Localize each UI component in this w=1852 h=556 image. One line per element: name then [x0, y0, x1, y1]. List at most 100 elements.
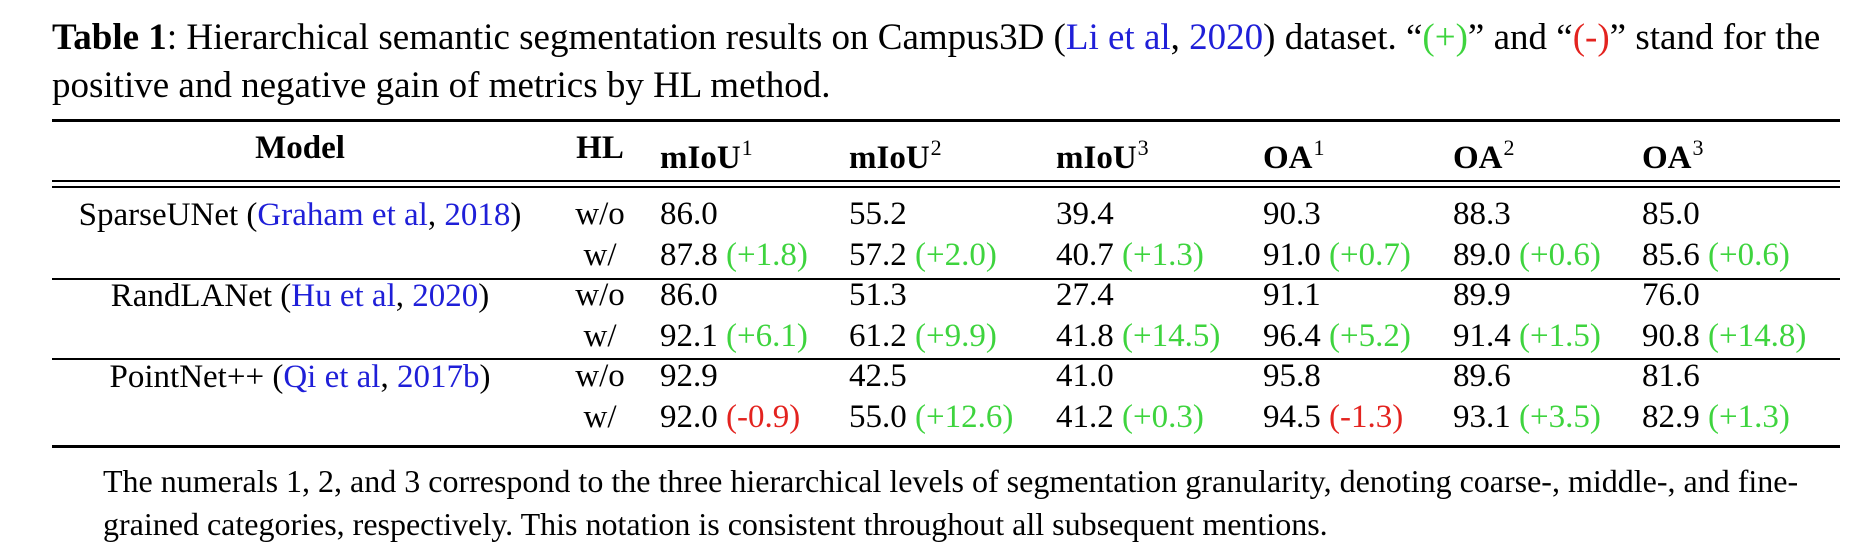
metric-value: 41.2: [1056, 399, 1114, 435]
metric-cell: 92.1 (+6.1): [660, 316, 808, 356]
column-header: mIoU2: [849, 128, 942, 178]
metric-value: 86.0: [660, 196, 718, 232]
metric-cell: 82.9 (+1.3): [1642, 397, 1790, 437]
caption-text: ” and “: [1467, 17, 1573, 58]
metric-value: 94.5: [1263, 399, 1321, 435]
positive-gain: (+6.1): [726, 318, 808, 354]
metric-value: 55.2: [849, 196, 907, 232]
positive-gain: (+1.3): [1122, 237, 1204, 273]
metric-cell: 91.0 (+0.7): [1263, 235, 1411, 275]
metric-value: 81.6: [1642, 358, 1700, 394]
metric-value: 87.8: [660, 237, 718, 273]
metric-cell: 51.3: [849, 275, 907, 315]
metric-cell: 89.6: [1453, 356, 1511, 396]
table-note: The numerals 1, 2, and 3 correspond to t…: [103, 463, 1799, 542]
header-superscript: 1: [741, 135, 753, 160]
metric-value: 41.8: [1056, 318, 1114, 354]
metric-value: 41.0: [1056, 358, 1114, 394]
header-label: OA: [1263, 140, 1313, 176]
metric-cell: 89.0 (+0.6): [1453, 235, 1601, 275]
hl-cell: w/: [583, 399, 617, 435]
metric-value: 42.5: [849, 358, 907, 394]
positive-gain: (+0.6): [1708, 237, 1790, 273]
metric-cell: 90.8 (+14.8): [1642, 316, 1806, 356]
column-header: OA1: [1263, 128, 1325, 178]
metric-cell: 85.0: [1642, 194, 1700, 234]
column-header: OA3: [1642, 128, 1704, 178]
positive-gain: (+2.0): [915, 237, 997, 273]
column-header: HL: [565, 128, 635, 168]
hl-cell: w/: [583, 237, 617, 273]
column-header: Model: [200, 128, 400, 168]
header-superscript: 1: [1313, 135, 1325, 160]
metric-value: 93.1: [1453, 399, 1511, 435]
metric-cell: 27.4: [1056, 275, 1114, 315]
metric-value: 61.2: [849, 318, 907, 354]
header-label: Model: [255, 130, 345, 166]
metric-value: 27.4: [1056, 277, 1114, 313]
hl-cell: w/o: [575, 358, 625, 394]
metric-cell: 94.5 (-1.3): [1263, 397, 1403, 437]
positive-gain: (+3.5): [1519, 399, 1601, 435]
model-name-cell: PointNet++ (Qi et al, 2017b): [109, 359, 491, 395]
metric-cell: 89.9: [1453, 275, 1511, 315]
metric-cell: 76.0: [1642, 275, 1700, 315]
metric-cell: 93.1 (+3.5): [1453, 397, 1601, 437]
metric-cell: 81.6: [1642, 356, 1700, 396]
positive-gain: (+1.3): [1708, 399, 1790, 435]
metric-cell: 86.0: [660, 194, 718, 234]
metric-cell: 57.2 (+2.0): [849, 235, 997, 275]
hl-cell: w/: [583, 318, 617, 354]
header-superscript: 3: [1137, 135, 1149, 160]
table-label: Table 1: [52, 17, 167, 58]
metric-value: 92.1: [660, 318, 718, 354]
citation-link-year[interactable]: 2017b: [396, 359, 480, 395]
citation-link-author[interactable]: Qi et al: [283, 359, 381, 395]
metric-cell: 41.8 (+14.5): [1056, 316, 1220, 356]
citation-link-author[interactable]: Graham et al: [257, 197, 428, 233]
metric-value: 39.4: [1056, 196, 1114, 232]
metric-cell: 55.0 (+12.6): [849, 397, 1013, 437]
positive-gain: (+14.8): [1708, 318, 1807, 354]
metric-cell: 96.4 (+5.2): [1263, 316, 1411, 356]
model-name: SparseUNet: [78, 197, 239, 233]
header-label: OA: [1453, 140, 1503, 176]
metric-value: 85.6: [1642, 237, 1700, 273]
header-label: mIoU: [1056, 140, 1137, 176]
metric-cell: 41.0: [1056, 356, 1114, 396]
metric-value: 96.4: [1263, 318, 1321, 354]
metric-value: 91.1: [1263, 277, 1321, 313]
metric-cell: 86.0: [660, 275, 718, 315]
metric-value: 92.0: [660, 399, 718, 435]
metric-cell: 91.1: [1263, 275, 1321, 315]
metric-value: 86.0: [660, 277, 718, 313]
caption-text: ) dataset. “: [1263, 17, 1423, 58]
metric-cell: 92.9: [660, 356, 718, 396]
citation-link-year[interactable]: 2020: [1189, 17, 1264, 58]
citation-link-year[interactable]: 2018: [444, 197, 511, 233]
metric-cell: 88.3: [1453, 194, 1511, 234]
positive-token: (+): [1422, 17, 1468, 58]
positive-gain: (+1.8): [726, 237, 808, 273]
metric-cell: 42.5: [849, 356, 907, 396]
positive-gain: (+12.6): [915, 399, 1014, 435]
metric-value: 89.9: [1453, 277, 1511, 313]
citation-link-author[interactable]: Li et al: [1065, 17, 1171, 58]
model-name-cell: RandLANet (Hu et al, 2020): [110, 278, 490, 314]
citation-link-year[interactable]: 2020: [412, 278, 479, 314]
header-label: mIoU: [849, 140, 930, 176]
caption-text: : Hierarchical semantic segmentation res…: [166, 17, 1066, 58]
positive-gain: (+1.5): [1519, 318, 1601, 354]
citation-link-author[interactable]: Hu et al: [291, 278, 396, 314]
column-header: OA2: [1453, 128, 1515, 178]
column-header: mIoU1: [660, 128, 753, 178]
metric-value: 95.8: [1263, 358, 1321, 394]
header-rule-1: [52, 180, 1840, 182]
metric-value: 85.0: [1642, 196, 1700, 232]
metric-value: 90.3: [1263, 196, 1321, 232]
metric-cell: 85.6 (+0.6): [1642, 235, 1790, 275]
caption-separator: ,: [1170, 17, 1190, 58]
metric-value: 88.3: [1453, 196, 1511, 232]
metric-cell: 40.7 (+1.3): [1056, 235, 1204, 275]
header-label: HL: [576, 130, 624, 166]
